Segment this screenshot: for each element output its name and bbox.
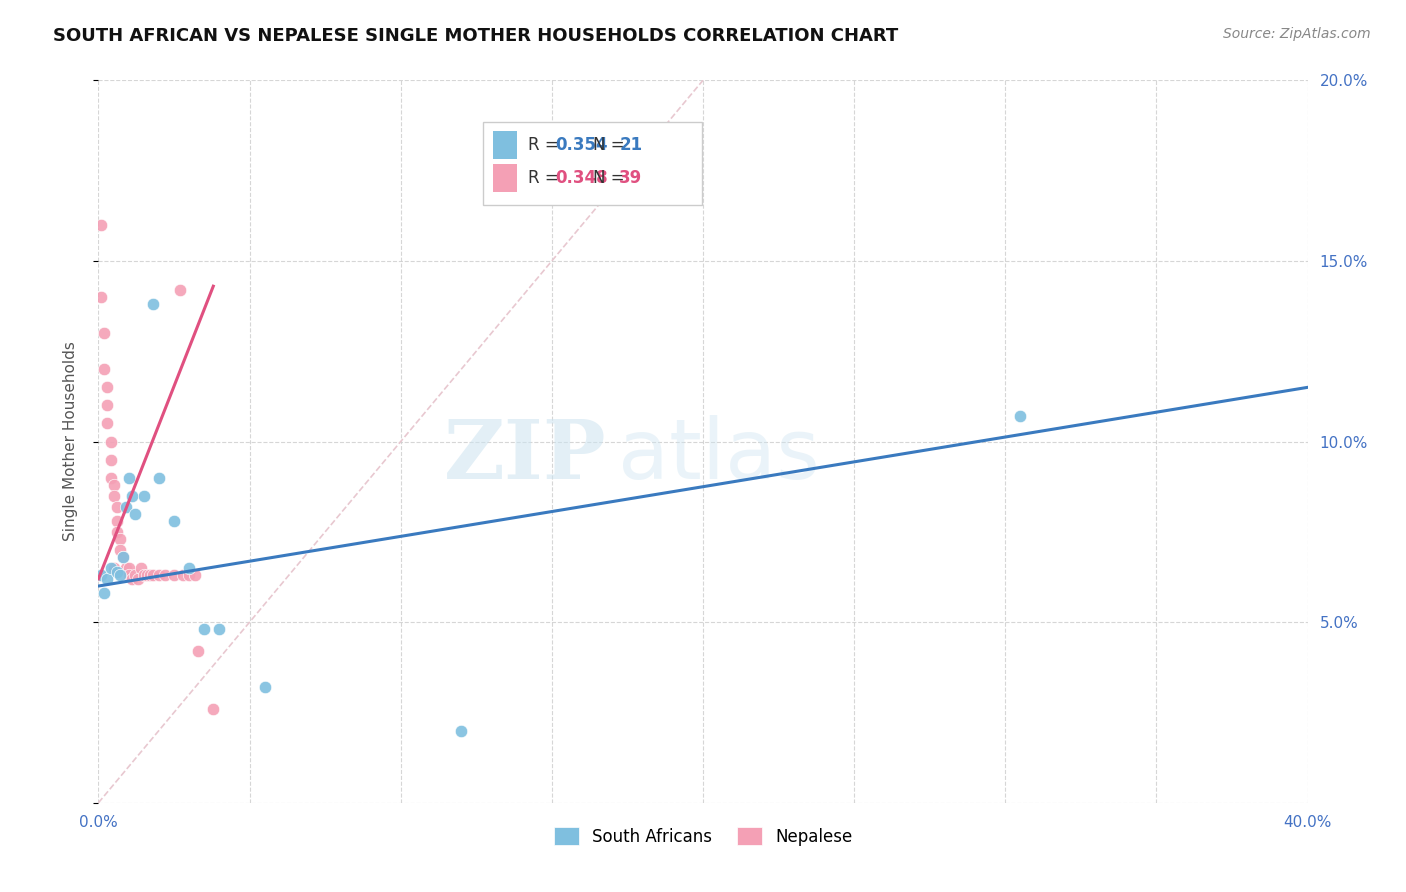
Point xyxy=(187,644,209,658)
Point xyxy=(124,507,146,521)
Point xyxy=(108,532,131,546)
Point xyxy=(184,568,207,582)
Point xyxy=(127,572,149,586)
Text: Source: ZipAtlas.com: Source: ZipAtlas.com xyxy=(1223,27,1371,41)
Point xyxy=(172,568,194,582)
Point xyxy=(103,489,125,503)
Text: N =: N = xyxy=(593,136,630,153)
Point xyxy=(179,568,201,582)
Point xyxy=(1010,409,1032,424)
Y-axis label: Single Mother Households: Single Mother Households xyxy=(63,342,77,541)
Legend: South Africans, Nepalese: South Africans, Nepalese xyxy=(547,821,859,852)
Point xyxy=(135,568,157,582)
Point xyxy=(179,561,201,575)
Point xyxy=(105,514,128,528)
Point xyxy=(253,680,276,694)
Point xyxy=(208,623,231,637)
Point xyxy=(93,362,115,376)
Point xyxy=(96,380,118,394)
Point xyxy=(111,550,134,565)
Point xyxy=(169,283,191,297)
Point xyxy=(111,550,134,565)
Point xyxy=(90,218,112,232)
Point xyxy=(90,568,112,582)
Point xyxy=(105,500,128,514)
Point xyxy=(118,568,141,582)
Point xyxy=(114,500,136,514)
Point xyxy=(153,568,176,582)
Point xyxy=(132,568,155,582)
Point xyxy=(90,290,112,304)
Point xyxy=(450,723,472,738)
Point xyxy=(103,478,125,492)
Point xyxy=(103,561,125,575)
Point xyxy=(96,398,118,412)
Point xyxy=(100,452,122,467)
Point xyxy=(105,524,128,539)
Text: atlas: atlas xyxy=(619,416,820,497)
Text: R =: R = xyxy=(527,169,564,186)
Point xyxy=(100,471,122,485)
Point xyxy=(121,572,143,586)
Point xyxy=(148,471,170,485)
Point xyxy=(132,489,155,503)
Point xyxy=(108,568,131,582)
Point xyxy=(93,586,115,600)
Point xyxy=(142,568,165,582)
Point xyxy=(96,572,118,586)
Text: N =: N = xyxy=(593,169,630,186)
Point xyxy=(108,542,131,557)
Text: R =: R = xyxy=(527,136,564,153)
Point xyxy=(129,561,152,575)
Point xyxy=(193,623,215,637)
Point xyxy=(96,417,118,431)
Text: 0.348: 0.348 xyxy=(555,169,607,186)
Point xyxy=(118,471,141,485)
Point xyxy=(93,326,115,340)
Point xyxy=(163,514,186,528)
Point xyxy=(163,568,186,582)
Text: 21: 21 xyxy=(619,136,643,153)
Point xyxy=(105,565,128,579)
Point xyxy=(100,434,122,449)
Text: 0.354: 0.354 xyxy=(555,136,607,153)
Point xyxy=(202,702,225,716)
Text: ZIP: ZIP xyxy=(444,416,606,496)
Text: SOUTH AFRICAN VS NEPALESE SINGLE MOTHER HOUSEHOLDS CORRELATION CHART: SOUTH AFRICAN VS NEPALESE SINGLE MOTHER … xyxy=(53,27,898,45)
Text: 39: 39 xyxy=(619,169,643,186)
Point xyxy=(121,489,143,503)
Point xyxy=(100,561,122,575)
Point xyxy=(142,297,165,311)
Point xyxy=(148,568,170,582)
Point xyxy=(114,561,136,575)
Point xyxy=(124,568,146,582)
Point xyxy=(118,561,141,575)
Point xyxy=(139,568,162,582)
